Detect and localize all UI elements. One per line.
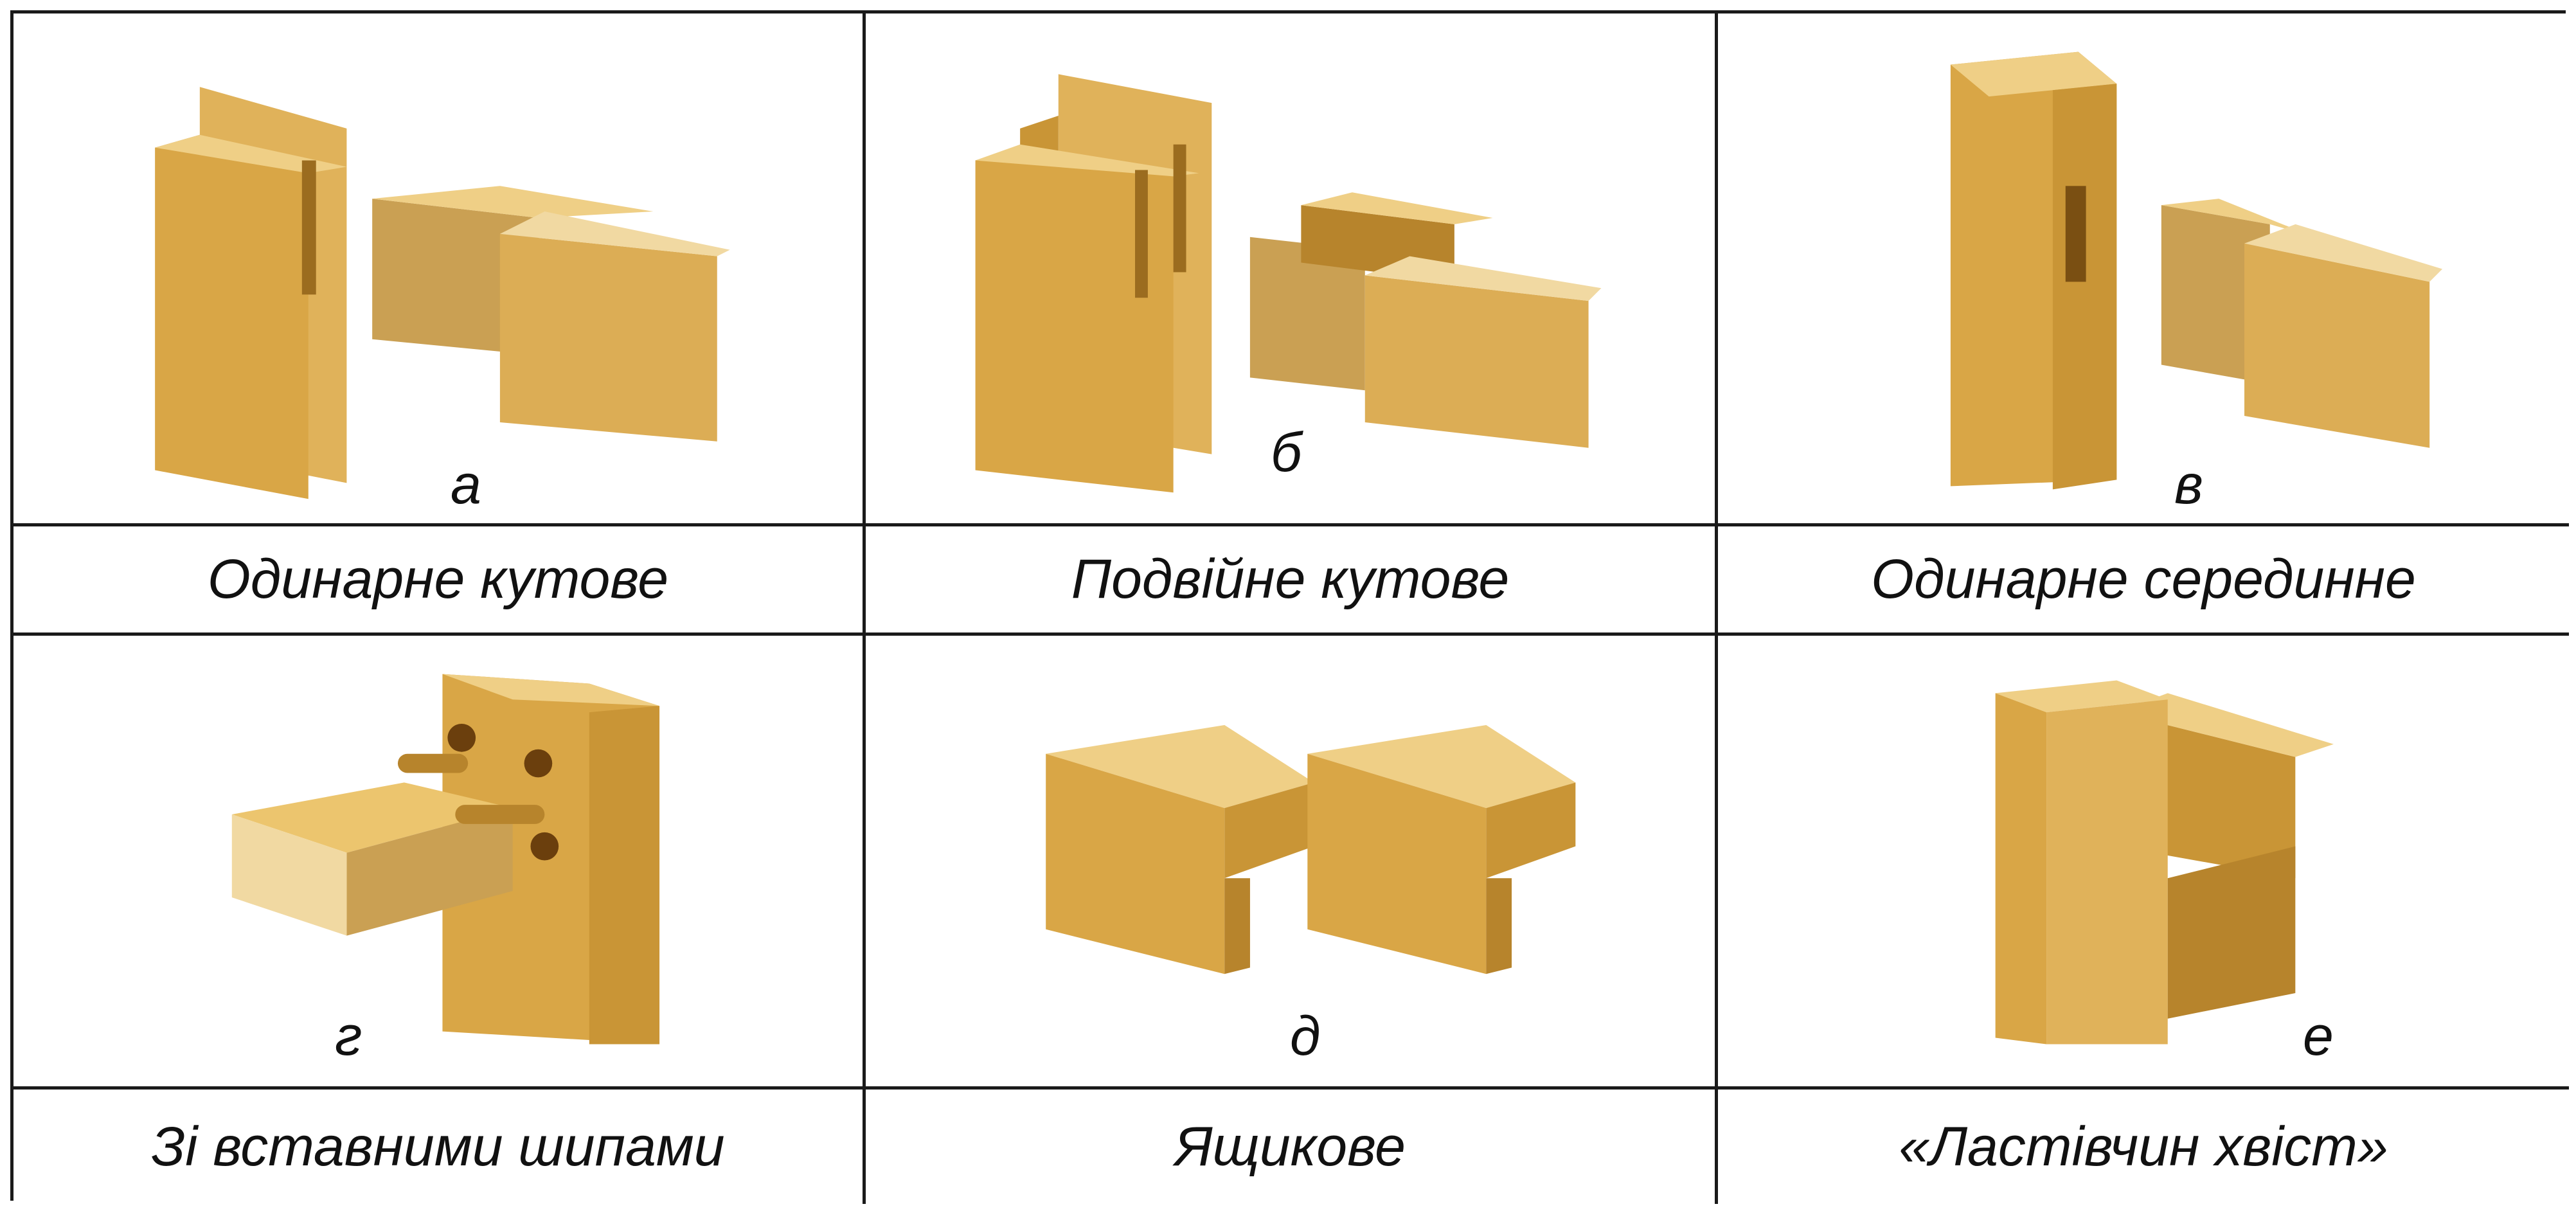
caption-inserted-tenons: Зі вставними шипами: [13, 1090, 866, 1204]
caption-single-middle: Одинарне серединне: [1718, 526, 2569, 636]
joint-image-inserted-tenons: г: [13, 636, 866, 1090]
panel-letter: д: [1290, 1005, 1321, 1067]
double-corner-joint-illustration: [975, 74, 1602, 493]
joint-image-single-middle: в: [1718, 13, 2569, 526]
box-joint-illustration: [1046, 725, 1576, 974]
panel-letter: б: [1271, 422, 1302, 483]
panel-letter: е: [2303, 1005, 2334, 1067]
caption-double-corner: Подвійне кутове: [866, 526, 1718, 636]
single-corner-joint-illustration: [155, 87, 730, 499]
joints-table: а б в Одинарне к: [10, 10, 2569, 1204]
caption-box: Ящикове: [866, 1090, 1718, 1204]
caption-dovetail: «Ластівчин хвіст»: [1718, 1090, 2569, 1204]
caption-single-corner: Одинарне кутове: [13, 526, 866, 636]
joint-image-box: д: [866, 636, 1718, 1090]
single-middle-joint-illustration: [1950, 51, 2443, 490]
panel-letter: в: [2174, 454, 2203, 516]
joint-image-double-corner: б: [866, 13, 1718, 526]
panel-letter: г: [335, 1005, 362, 1067]
joint-image-single-corner: а: [13, 13, 866, 526]
dovetail-joint-illustration: [1995, 680, 2334, 1045]
inserted-tenons-joint-illustration: [231, 674, 660, 1045]
joint-image-dovetail: е: [1718, 636, 2569, 1090]
panel-letter: а: [451, 454, 481, 516]
